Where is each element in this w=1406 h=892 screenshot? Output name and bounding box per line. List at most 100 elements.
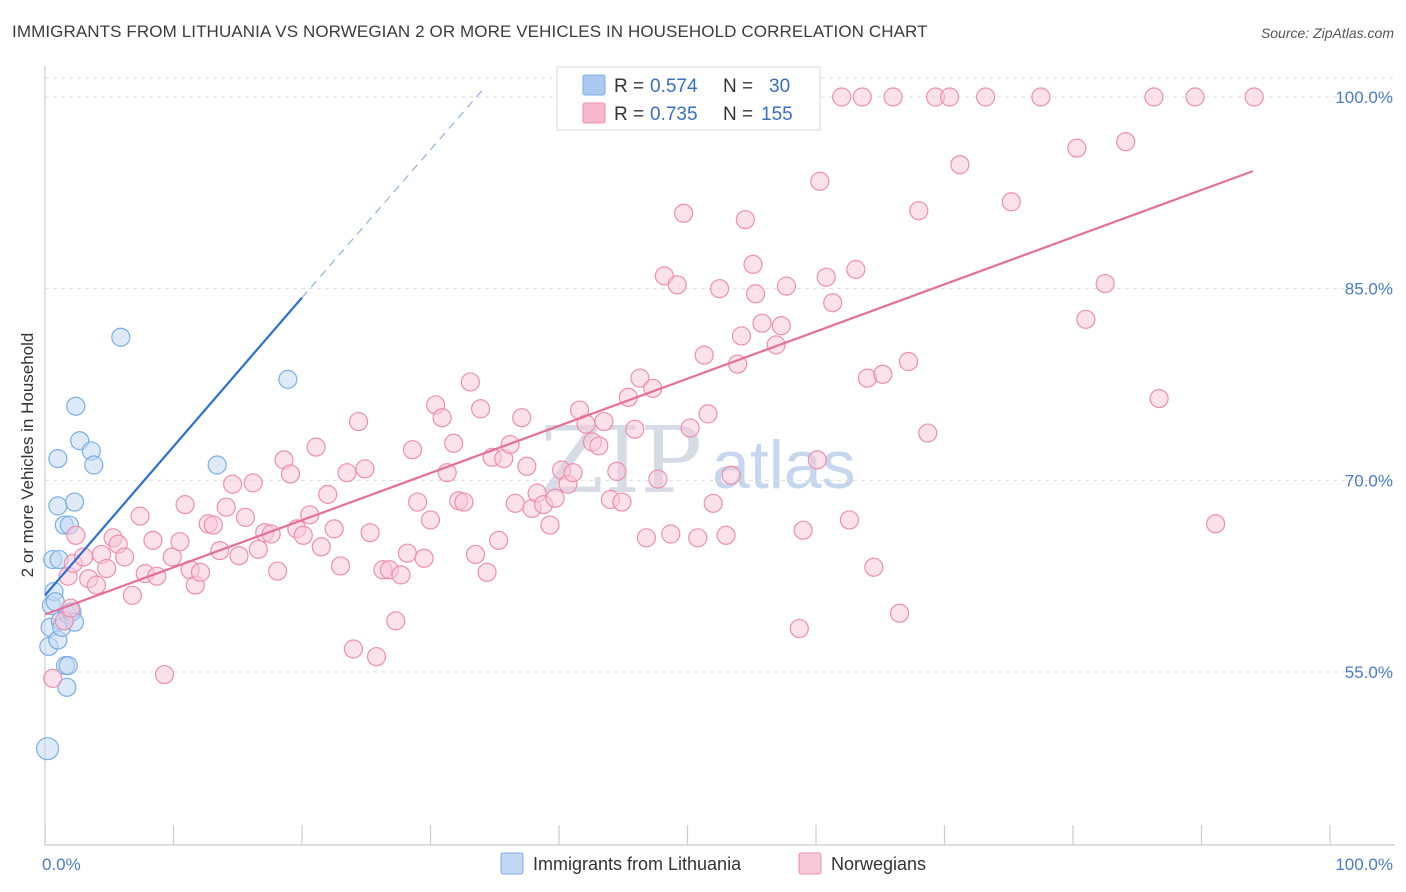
point-norwegians [735, 210, 755, 230]
point-norwegians [512, 408, 532, 428]
point-norwegians [710, 279, 730, 299]
point-norwegians [883, 87, 903, 107]
point-norwegians [414, 548, 434, 568]
point-norwegians [731, 326, 752, 346]
point-norwegians [950, 155, 970, 175]
point-norwegians [175, 495, 195, 515]
point-norwegians [771, 316, 791, 336]
point-norwegians [674, 203, 694, 223]
point-norwegians [465, 544, 486, 565]
point-norwegians [594, 411, 614, 432]
point-lithuania [207, 455, 227, 475]
point-norwegians [505, 493, 525, 513]
point-norwegians [360, 523, 380, 543]
point-norwegians [612, 492, 632, 512]
point-norwegians [248, 539, 268, 559]
legend-swatch-norwegians [798, 852, 822, 875]
point-norwegians [318, 484, 338, 504]
point-norwegians [1001, 192, 1021, 212]
point-norwegians [122, 585, 142, 605]
point-norwegians [746, 284, 766, 304]
y-tick-label: 100.0% [1335, 88, 1393, 107]
point-lithuania [58, 656, 78, 676]
point-norwegians [816, 267, 836, 287]
trend-lines [44, 90, 1254, 616]
point-norwegians [823, 293, 843, 313]
point-norwegians [589, 436, 609, 456]
point-norwegians [97, 558, 117, 579]
point-norwegians [1144, 87, 1164, 107]
point-norwegians [1031, 87, 1051, 107]
point-norwegians [832, 87, 852, 107]
point-norwegians [477, 562, 497, 582]
point-norwegians [752, 313, 772, 333]
point-norwegians [636, 528, 656, 548]
stats-swatch-lithuania [582, 74, 606, 96]
point-lithuania [66, 396, 86, 416]
stats-swatch-norwegians [582, 102, 606, 124]
point-norwegians [839, 510, 860, 530]
point-norwegians [348, 411, 369, 432]
point-lithuania [48, 496, 68, 516]
point-norwegians [889, 603, 910, 623]
point-norwegians [648, 469, 668, 489]
tick-labels: 55.0% 70.0% 85.0% 100.0% 0.0% 100.0% [42, 88, 1393, 874]
y-tick-label: 85.0% [1345, 280, 1393, 299]
point-norwegians [680, 418, 700, 438]
point-norwegians [716, 525, 736, 545]
point-norwegians [807, 450, 827, 470]
watermark-atlas: atlas [712, 427, 856, 503]
point-norwegians [420, 510, 441, 530]
point-norwegians [698, 404, 718, 424]
y-tick-label: 70.0% [1345, 471, 1393, 490]
point-norwegians [766, 335, 786, 355]
point-norwegians [607, 461, 627, 481]
point-norwegians [667, 275, 687, 295]
point-norwegians [130, 506, 150, 526]
point-norwegians [235, 507, 256, 527]
point-lithuania [57, 677, 77, 697]
grid [45, 77, 1395, 673]
point-norwegians [776, 276, 797, 296]
point-norwegians [909, 201, 929, 221]
chart-title: IMMIGRANTS FROM LITHUANIA VS NORWEGIAN 2… [12, 22, 928, 41]
point-norwegians [721, 465, 741, 485]
point-norwegians [170, 532, 190, 552]
point-norwegians [43, 668, 63, 688]
point-norwegians [154, 664, 175, 685]
point-norwegians [864, 557, 884, 577]
point-norwegians [1095, 273, 1115, 294]
point-norwegians [703, 493, 723, 513]
point-norwegians [223, 474, 243, 494]
point-norwegians [793, 520, 813, 540]
point-norwegians [517, 456, 537, 476]
point-norwegians [630, 368, 650, 388]
point-norwegians [66, 525, 86, 545]
point-norwegians [115, 547, 135, 567]
point-norwegians [190, 562, 211, 582]
point-norwegians [444, 433, 464, 453]
point-norwegians [873, 364, 893, 384]
x-tick-label: 100.0% [1335, 855, 1393, 874]
point-norwegians [810, 171, 830, 191]
trend-line-lithuania-extension [301, 90, 483, 299]
point-norwegians [471, 399, 491, 419]
axes [44, 66, 1395, 846]
point-lithuania [35, 737, 60, 761]
point-norwegians [330, 556, 351, 576]
point-norwegians [625, 419, 645, 439]
point-lithuania [111, 327, 131, 347]
stats-legend: R = 0.574 N = 30 R = 0.735 N = 155 [556, 66, 821, 131]
point-norwegians [789, 618, 809, 639]
series-legend: Immigrants from Lithuania Norwegians [500, 852, 926, 875]
point-norwegians [343, 639, 363, 659]
point-norwegians [1185, 87, 1205, 107]
stats-n-value-norwegians: 155 [761, 104, 793, 125]
point-norwegians [306, 437, 326, 457]
trend-line-norwegians [44, 170, 1254, 616]
point-norwegians [203, 515, 223, 535]
point-norwegians [545, 488, 565, 508]
point-norwegians [1116, 132, 1136, 152]
point-norwegians [143, 530, 163, 550]
